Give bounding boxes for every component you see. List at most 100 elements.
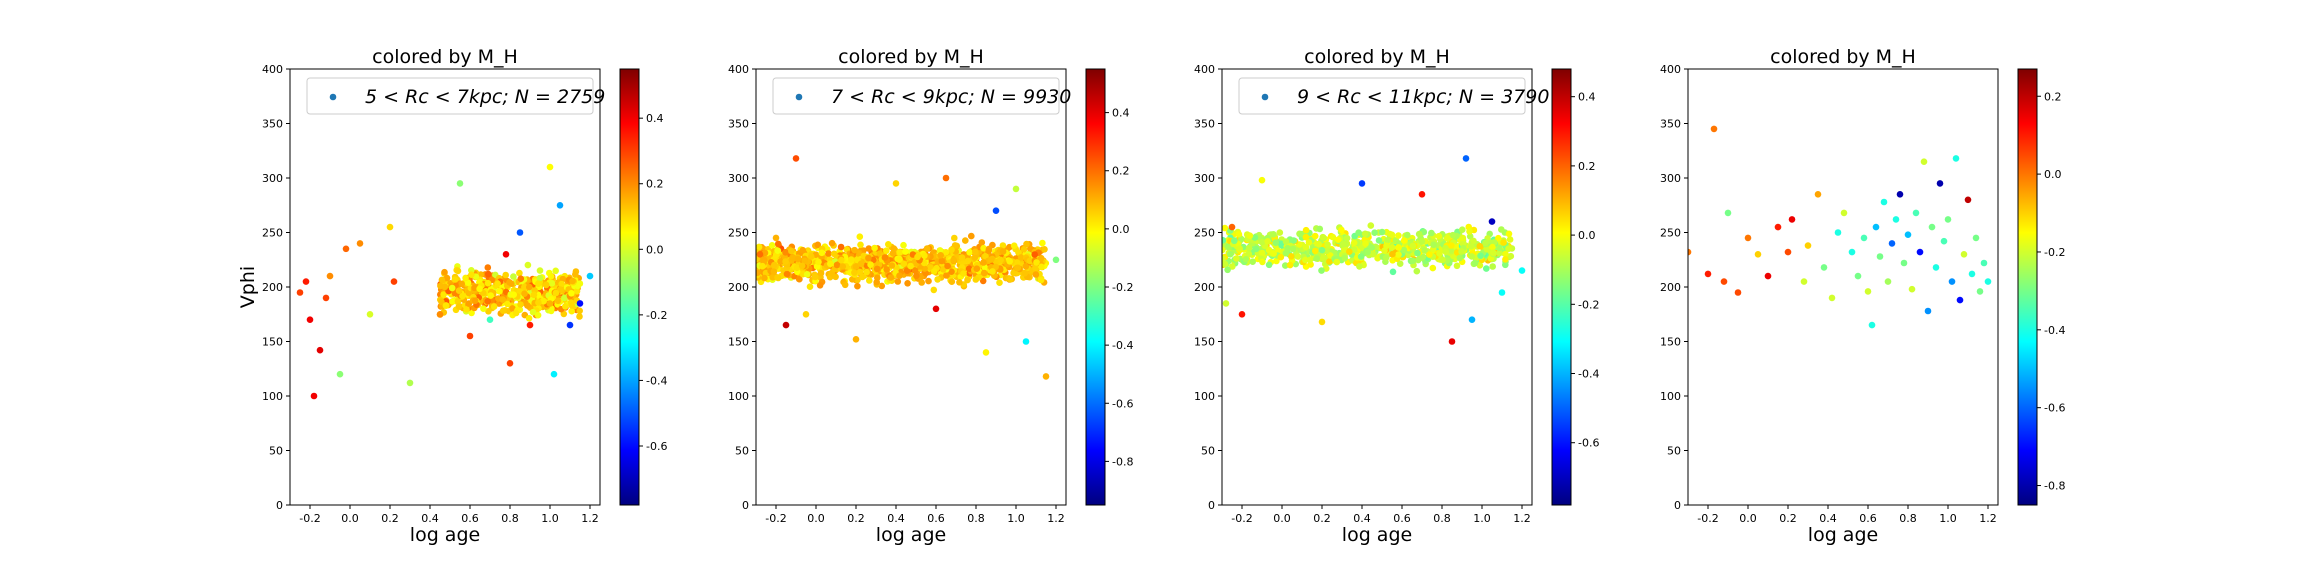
scatter-point (561, 294, 568, 302)
scatter-point (494, 280, 501, 288)
scatter-points (756, 155, 1060, 380)
scatter-point (1840, 209, 1848, 217)
scatter-point (838, 256, 845, 264)
scatter-point (863, 268, 870, 276)
scatter-point (900, 260, 908, 268)
y-tick-label: 250 (1660, 227, 1681, 240)
x-tick-label: 1.2 (1513, 512, 1531, 525)
scatter-point (1252, 245, 1260, 253)
scatter-point (316, 346, 324, 354)
x-tick-label: 0.0 (341, 512, 359, 525)
scatter-point (1277, 253, 1285, 261)
scatter-point (942, 174, 950, 182)
y-tick-label: 0 (1208, 499, 1215, 512)
chart-title: colored by M_H (372, 46, 518, 68)
scatter-point (436, 311, 444, 318)
x-axis-label: log age (1808, 524, 1878, 546)
scatter-point (1476, 242, 1484, 250)
scatter-point (1710, 125, 1718, 133)
scatter-point (558, 280, 565, 288)
scatter-point (962, 237, 969, 244)
scatter-point (851, 269, 858, 276)
scatter-point (521, 290, 528, 298)
scatter-point (468, 271, 475, 279)
scatter-point (1502, 250, 1509, 258)
scatter-point (783, 270, 791, 278)
scatter-point (881, 254, 889, 261)
scatter-point (932, 305, 940, 313)
scatter-point (1362, 240, 1369, 247)
scatter-points (296, 163, 594, 400)
scatter-point (815, 258, 822, 266)
colorbar-tick-label: -0.2 (2044, 246, 2065, 259)
scatter-point (1968, 270, 1976, 278)
scatter-point (1031, 251, 1038, 258)
scatter-point (530, 291, 538, 299)
legend: 9 < Rc < 11kpc; N = 3790 (1238, 77, 1549, 115)
scatter-point (1453, 262, 1461, 270)
colorbar-gradient (2017, 68, 2038, 506)
scatter-point (803, 271, 811, 278)
scatter-point (839, 263, 847, 270)
scatter-point (1488, 218, 1496, 225)
scatter-point (546, 300, 554, 307)
scatter-point (1010, 269, 1017, 277)
y-tick-label: 300 (1194, 172, 1215, 185)
scatter-point (801, 257, 808, 265)
scatter-point (985, 247, 992, 255)
scatter-point (1282, 262, 1289, 269)
scatter-point (1435, 232, 1443, 240)
scatter-point (455, 303, 463, 310)
scatter-point (546, 163, 554, 171)
scatter-point (1444, 234, 1451, 242)
scatter-point (1041, 246, 1048, 253)
scatter-point (524, 261, 532, 269)
scatter-point (1236, 245, 1243, 252)
y-tick-label: 400 (262, 63, 283, 76)
scatter-point (1020, 245, 1028, 253)
scatter-point (1940, 237, 1948, 245)
scatter-point (438, 298, 445, 306)
scatter-point (1229, 263, 1236, 270)
colorbar-tick-label: -0.8 (2044, 480, 2065, 493)
x-tick-label: -0.2 (1231, 512, 1252, 525)
scatter-point (827, 260, 834, 268)
scatter-point (896, 249, 903, 256)
colorbar-tick-label: 0.4 (1578, 91, 1596, 104)
scatter-point (480, 305, 487, 313)
scatter-point (837, 243, 845, 251)
scatter-point (296, 289, 304, 296)
scatter-point (828, 239, 836, 247)
scatter-point (1222, 246, 1226, 254)
scatter-point (859, 273, 866, 281)
scatter-point (756, 243, 763, 251)
scatter-point (1357, 253, 1365, 260)
scatter-point (979, 277, 987, 285)
scatter-point (568, 307, 575, 315)
scatter-point (552, 267, 559, 275)
scatter-point (1311, 232, 1319, 240)
scatter-point (799, 246, 807, 254)
scatter-point (1378, 228, 1386, 236)
scatter-point (1888, 240, 1896, 247)
scatter-point (1022, 263, 1030, 270)
scatter-point (777, 258, 784, 265)
scatter-point (1744, 234, 1752, 242)
scatter-point (471, 297, 479, 305)
scatter-point (1428, 229, 1435, 237)
scatter-point (1449, 231, 1457, 239)
scatter-point (1242, 255, 1250, 263)
scatter-point (806, 283, 814, 291)
scatter-point (948, 268, 955, 276)
scatter-point (1356, 263, 1363, 270)
scatter-point (499, 296, 507, 303)
scatter-point (964, 276, 971, 284)
scatter-point (878, 282, 886, 290)
scatter-point (1964, 196, 1972, 204)
scatter-point (576, 280, 584, 287)
scatter-point (1924, 307, 1932, 315)
scatter-point (1518, 267, 1526, 274)
x-tick-label: 0.2 (1779, 512, 1797, 525)
scatter-point (1820, 264, 1828, 271)
